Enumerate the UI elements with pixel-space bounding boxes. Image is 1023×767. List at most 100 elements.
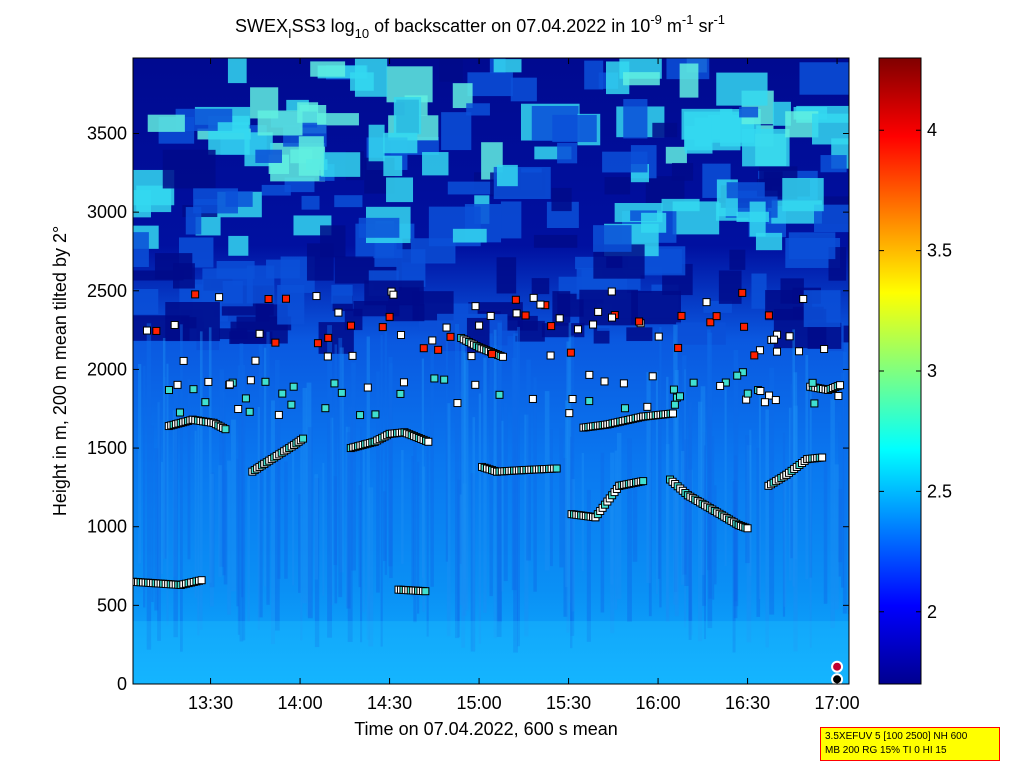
layer-marker-mid <box>173 380 182 389</box>
layer-marker-upper <box>255 329 264 338</box>
layer-marker-upper <box>677 311 686 320</box>
x-axis-label: Time on 07.04.2022, 600 s mean <box>354 719 618 739</box>
heatmap-streak <box>307 427 313 619</box>
heatmap-streak <box>746 445 752 643</box>
heatmap-streak <box>838 422 841 577</box>
heatmap-cell <box>255 149 283 163</box>
heatmap-streak <box>180 324 183 652</box>
layer-marker-mid <box>201 398 210 407</box>
heatmap-streak <box>274 359 280 631</box>
heatmap-streak <box>368 487 374 647</box>
layer-marker-mid <box>287 400 296 409</box>
heatmap-cell <box>222 280 243 304</box>
heatmap-cell <box>354 58 388 97</box>
heatmap-streak <box>493 329 497 639</box>
layer-marker <box>668 409 677 418</box>
heatmap-streak <box>222 391 226 576</box>
x-tick-label: 13:30 <box>188 693 233 713</box>
heatmap-streak <box>783 471 787 607</box>
layer-marker-mid <box>234 404 243 413</box>
layer-marker-upper <box>799 294 808 303</box>
heatmap-cell <box>803 290 841 328</box>
layer-marker-mid <box>619 379 628 388</box>
layer-marker-mid <box>371 410 380 419</box>
chart-title: SWEXISS3 log10 of backscatter on 07.04.2… <box>235 12 725 41</box>
layer-marker-mid <box>363 383 372 392</box>
layer-marker-upper <box>428 336 437 345</box>
heatmap-streak <box>143 365 146 608</box>
layer-marker-mid <box>337 388 346 397</box>
heatmap-streak <box>823 454 828 604</box>
layer-marker-mid <box>756 387 765 396</box>
heatmap-cell <box>694 117 712 147</box>
layer-marker-mid <box>471 380 480 389</box>
heatmap-streak <box>544 391 550 571</box>
heatmap-cell <box>493 59 522 73</box>
layer-marker-upper <box>785 332 794 341</box>
heatmap-cell <box>652 122 678 138</box>
y-tick-label: 1500 <box>87 438 127 458</box>
layer-marker-upper <box>378 323 387 332</box>
heatmap-cell <box>386 177 414 203</box>
layer-marker-upper <box>770 335 779 344</box>
heatmap-cell <box>552 114 597 143</box>
layer-marker-upper <box>738 288 747 297</box>
heatmap-streak <box>793 405 798 652</box>
heatmap-streak <box>847 457 849 615</box>
layer-marker-mid <box>568 395 577 404</box>
heatmap-streak <box>805 355 809 580</box>
layer-marker-upper <box>179 356 188 365</box>
y-tick-label: 500 <box>97 595 127 615</box>
heatmap-streak <box>657 420 661 579</box>
layer-marker <box>424 437 433 446</box>
layer-marker-upper <box>312 292 321 301</box>
layer-marker-mid <box>733 371 742 380</box>
y-tick-label: 1000 <box>87 517 127 537</box>
heatmap-streak <box>388 356 393 567</box>
layer-marker-mid <box>330 379 339 388</box>
heatmap-streak <box>445 326 448 562</box>
heatmap-cell <box>441 112 472 151</box>
heatmap-streak <box>769 367 775 615</box>
heatmap-streak <box>632 478 638 562</box>
heatmap-cell <box>217 122 249 133</box>
layer-marker-upper <box>521 311 530 320</box>
y-axis-label: Height in m, 200 m mean tilted by 2° <box>50 226 70 516</box>
info-box: 3.5XEFUV 5 [100 2500] NH 600 MB 200 RG 1… <box>820 727 1000 761</box>
heatmap-streak <box>236 458 239 607</box>
heatmap-streak <box>837 488 843 563</box>
heatmap-streak <box>376 371 380 593</box>
heatmap-cell <box>266 259 300 279</box>
heatmap-cell <box>301 195 320 210</box>
heatmap-cell <box>500 201 522 239</box>
heatmap-streak <box>231 419 236 592</box>
heatmap-streak <box>241 390 244 598</box>
layer-marker-mid <box>246 376 255 385</box>
heatmap-streak <box>756 447 761 617</box>
heatmap-streak <box>610 488 614 585</box>
heatmap-streak <box>533 377 537 592</box>
layer-marker-upper <box>607 287 616 296</box>
heatmap-streak <box>162 337 166 559</box>
layer-marker-upper <box>486 311 495 320</box>
heatmap-cell <box>162 149 216 189</box>
heatmap-cell <box>496 164 518 187</box>
heatmap-cell <box>261 184 291 196</box>
heatmap-streak <box>462 483 467 616</box>
layer-marker-mid <box>565 409 574 418</box>
layer-marker-upper <box>750 351 759 360</box>
heatmap-cell <box>729 249 746 270</box>
heatmap-streak <box>841 372 845 588</box>
heatmap-streak <box>172 410 178 577</box>
heatmap-cell <box>310 61 346 77</box>
x-tick-label: 14:30 <box>367 693 412 713</box>
heatmap-streak <box>284 461 288 579</box>
layer-marker-upper <box>555 314 564 323</box>
heatmap-streak <box>681 450 685 585</box>
layer-marker-upper <box>706 318 715 327</box>
heatmap-cell <box>684 111 741 151</box>
heatmap-streak <box>242 365 246 641</box>
layer-marker-upper <box>712 312 721 321</box>
heatmap-streak <box>586 489 591 642</box>
heatmap-streak <box>237 365 241 635</box>
